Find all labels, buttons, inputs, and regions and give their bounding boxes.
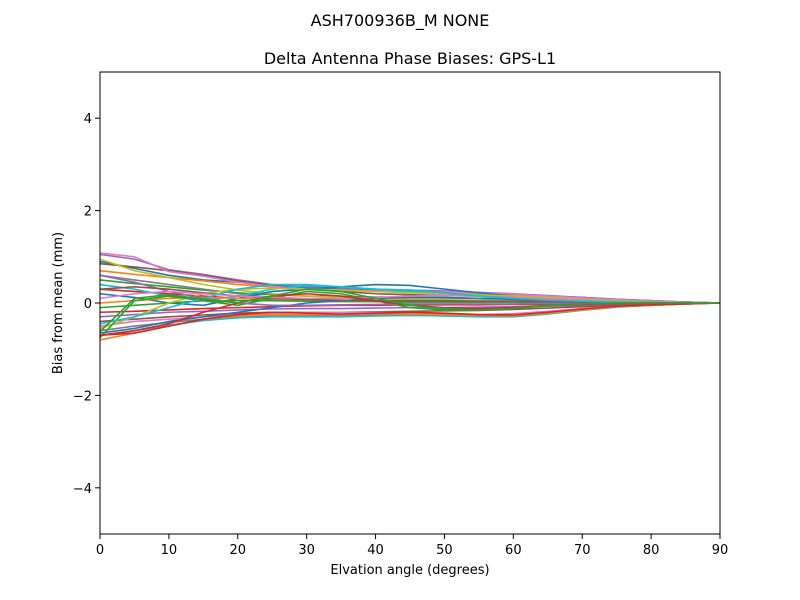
x-tick-label: 50	[436, 543, 453, 558]
x-tick-label: 30	[298, 543, 315, 558]
y-tick-label: 2	[84, 205, 92, 220]
x-axis-label: Elvation angle (degrees)	[330, 563, 489, 578]
series-line-24	[99, 302, 721, 337]
series-line-16	[99, 302, 721, 323]
y-axis-label: Bias from mean (mm)	[51, 232, 66, 374]
y-tick-label: −4	[73, 482, 92, 497]
x-tick-label: 40	[367, 543, 384, 558]
x-tick-label: 0	[96, 543, 104, 558]
x-tick-label: 90	[712, 543, 729, 558]
y-tick-label: −2	[73, 389, 92, 404]
y-tick-label: 4	[84, 112, 92, 127]
x-tick-label: 60	[505, 543, 522, 558]
plot-lines	[99, 252, 721, 341]
x-tick-label: 70	[574, 543, 591, 558]
series-line-28	[99, 283, 720, 325]
x-tick-label: 80	[643, 543, 660, 558]
x-axis-ticks: 0 10 20 30 40 50 60 70 80 90	[96, 534, 728, 558]
x-tick-label: 10	[161, 543, 178, 558]
figure-suptitle: ASH700936B_M NONE	[311, 11, 490, 31]
y-tick-label: 0	[84, 297, 92, 312]
x-tick-label: 20	[230, 543, 247, 558]
y-axis-ticks: −4 −2 0 2 4	[73, 112, 100, 497]
series-line-30	[99, 288, 720, 333]
chart-title: Delta Antenna Phase Biases: GPS-L1	[264, 49, 556, 68]
